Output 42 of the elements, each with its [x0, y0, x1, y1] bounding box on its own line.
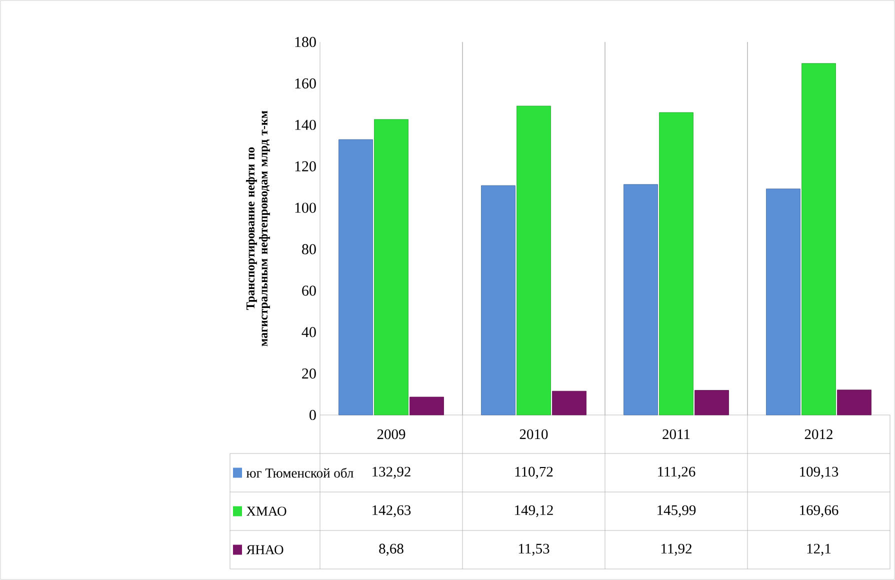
data-label: 132,92 — [372, 466, 410, 479]
data-label: 142,63 — [372, 505, 411, 518]
bar — [374, 119, 408, 416]
bar — [659, 112, 694, 416]
bar — [338, 139, 373, 416]
x-tick-label: 2012 — [804, 429, 832, 440]
legend-label: юг Тюменской обл — [246, 468, 354, 478]
y-tick-label: 80 — [302, 244, 316, 254]
data-label: 12,1 — [807, 544, 831, 556]
y-tick-label: 160 — [295, 78, 316, 88]
bar — [837, 390, 872, 416]
bar — [624, 184, 658, 416]
data-label: 110,72 — [515, 466, 553, 479]
y-tick-label: 120 — [295, 161, 316, 172]
x-tick-label: 2010 — [520, 429, 548, 440]
data-label: 8,68 — [379, 544, 404, 556]
y-tick-label: 60 — [302, 286, 316, 296]
legend-label: ХМАО — [246, 506, 286, 516]
y-axis-title: Транспортирование нефти по магистральным нефтепроводам млрд т-км — [246, 110, 270, 346]
bar — [552, 390, 586, 416]
bar — [481, 185, 516, 416]
y-tick-label: 180 — [295, 36, 316, 48]
data-label: 11,53 — [518, 544, 550, 556]
y-tick-label: 40 — [302, 327, 316, 338]
data-label: 145,99 — [658, 505, 696, 518]
bar — [694, 390, 729, 416]
data-label: 169,66 — [800, 505, 838, 518]
bar — [766, 188, 800, 416]
y-tick-label: 20 — [302, 368, 316, 379]
y-tick-label: 0 — [310, 410, 316, 420]
data-label: 11,92 — [661, 544, 692, 556]
legend-label: ЯНАО — [246, 545, 284, 554]
bar — [410, 396, 444, 416]
data-label: 109,13 — [800, 466, 838, 479]
data-label: 111,26 — [658, 466, 696, 479]
x-tick-label: 2009 — [377, 429, 406, 440]
x-tick-label: 2011 — [662, 429, 690, 440]
bar — [516, 106, 551, 416]
y-tick-label: 140 — [295, 120, 316, 130]
y-tick-label: 100 — [295, 202, 316, 213]
data-label: 149,12 — [515, 505, 553, 518]
bar — [802, 63, 836, 416]
